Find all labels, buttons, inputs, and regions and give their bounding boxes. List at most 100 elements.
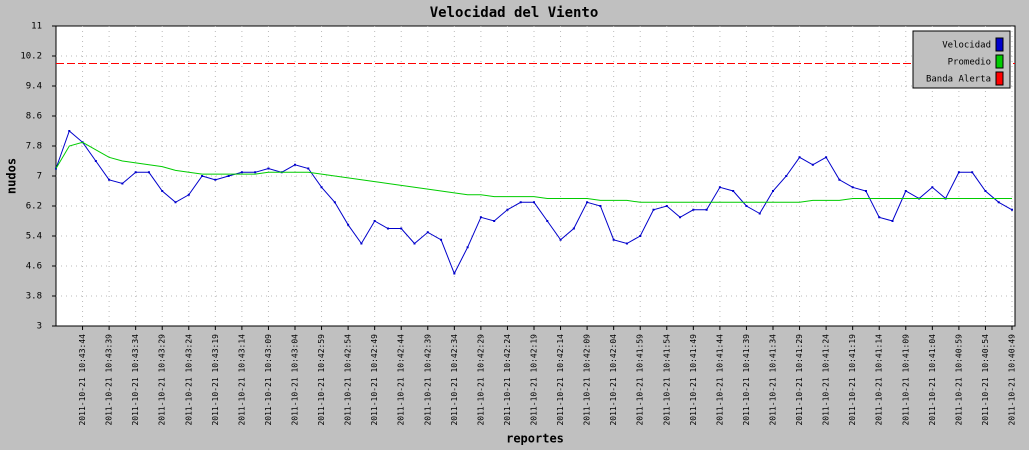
point-marker xyxy=(320,186,323,189)
point-marker xyxy=(466,246,469,249)
x-tick-label: 2011-10-21 10:43:44 xyxy=(78,334,87,426)
point-marker xyxy=(785,175,788,177)
point-marker xyxy=(493,220,496,222)
point-marker xyxy=(174,201,177,204)
point-marker xyxy=(692,208,695,211)
legend-box xyxy=(912,30,1011,89)
point-marker xyxy=(360,242,363,245)
x-tick-label: 2011-10-21 10:42:34 xyxy=(450,334,459,426)
y-tick-label: 7 xyxy=(37,172,42,182)
point-marker xyxy=(68,130,71,132)
point-marker xyxy=(904,190,907,192)
point-marker xyxy=(878,216,881,219)
point-marker xyxy=(147,171,150,174)
point-marker xyxy=(386,227,389,230)
point-marker xyxy=(572,227,575,230)
x-tick-label: 2011-10-21 10:42:29 xyxy=(476,334,485,426)
y-axis-label: nudos xyxy=(5,158,19,194)
point-marker xyxy=(506,208,509,211)
point-marker xyxy=(864,190,867,192)
point-marker xyxy=(957,171,960,174)
point-marker xyxy=(347,223,350,226)
x-tick-label: 2011-10-21 10:41:14 xyxy=(875,334,884,426)
point-marker xyxy=(227,175,230,177)
y-tick-label: 3.8 xyxy=(26,292,42,302)
y-tick-label: 4.6 xyxy=(26,262,42,272)
x-tick-label: 2011-10-21 10:42:24 xyxy=(503,334,512,426)
point-marker xyxy=(479,216,482,219)
point-marker xyxy=(201,175,204,177)
legend-swatch xyxy=(995,37,1004,52)
point-marker xyxy=(426,231,429,234)
legend-swatch xyxy=(995,71,1004,86)
x-tick-label: 2011-10-21 10:40:54 xyxy=(981,334,990,426)
x-tick-label: 2011-10-21 10:42:59 xyxy=(317,334,326,426)
point-marker xyxy=(652,208,655,211)
point-marker xyxy=(108,178,111,181)
x-tick-label: 2011-10-21 10:41:09 xyxy=(901,334,910,426)
point-marker xyxy=(625,242,628,245)
point-marker xyxy=(1011,208,1013,211)
y-tick-label: 10.2 xyxy=(20,52,42,62)
point-marker xyxy=(851,186,854,189)
x-tick-label: 2011-10-21 10:41:54 xyxy=(662,334,671,426)
x-tick-label: 2011-10-21 10:41:59 xyxy=(636,334,645,426)
x-axis-label: reportes xyxy=(506,432,564,446)
point-marker xyxy=(811,163,814,166)
x-tick-label: 2011-10-21 10:42:09 xyxy=(583,334,592,426)
y-tick-label: 8.6 xyxy=(26,112,42,122)
point-marker xyxy=(745,205,748,207)
point-marker xyxy=(533,201,535,204)
legend-swatch xyxy=(995,54,1004,69)
chart-title: Velocidad del Viento xyxy=(430,5,599,21)
point-marker xyxy=(440,238,443,241)
point-marker xyxy=(134,171,137,174)
point-marker xyxy=(679,216,682,219)
point-marker xyxy=(798,156,801,159)
point-marker xyxy=(825,156,828,159)
point-marker xyxy=(187,193,190,196)
x-tick-label: 2011-10-21 10:41:49 xyxy=(689,334,698,426)
point-marker xyxy=(732,190,735,192)
point-marker xyxy=(400,227,403,230)
point-marker xyxy=(612,238,615,241)
point-marker xyxy=(665,205,668,207)
x-tick-label: 2011-10-21 10:43:39 xyxy=(105,334,114,426)
series-line xyxy=(55,141,1012,203)
point-marker xyxy=(971,171,974,174)
point-marker xyxy=(519,201,522,204)
point-marker xyxy=(599,205,602,207)
point-marker xyxy=(254,171,257,174)
point-marker xyxy=(453,272,456,275)
legend-label: Velocidad xyxy=(942,41,991,51)
x-tick-label: 2011-10-21 10:43:14 xyxy=(237,334,246,426)
x-tick-label: 2011-10-21 10:40:59 xyxy=(954,334,963,426)
x-tick-label: 2011-10-21 10:42:39 xyxy=(423,334,432,426)
point-marker xyxy=(838,178,841,181)
point-marker xyxy=(772,190,774,192)
x-tick-label: 2011-10-21 10:42:14 xyxy=(556,334,565,426)
x-tick-label: 2011-10-21 10:43:04 xyxy=(291,334,300,426)
point-marker xyxy=(94,160,97,162)
x-tick-label: 2011-10-21 10:41:19 xyxy=(848,334,857,426)
point-marker xyxy=(333,201,336,204)
point-marker xyxy=(997,201,1000,204)
point-marker xyxy=(240,171,243,174)
point-marker xyxy=(758,212,761,215)
point-marker xyxy=(307,167,310,170)
x-tick-label: 2011-10-21 10:43:19 xyxy=(211,334,220,426)
x-tick-label: 2011-10-21 10:43:09 xyxy=(264,334,273,426)
x-tick-label: 2011-10-21 10:43:24 xyxy=(184,334,193,426)
point-marker xyxy=(161,190,164,192)
point-marker xyxy=(639,235,642,237)
point-marker xyxy=(891,220,894,222)
point-marker xyxy=(586,201,589,204)
x-tick-label: 2011-10-21 10:41:04 xyxy=(928,334,937,426)
point-marker xyxy=(413,242,416,245)
y-tick-label: 7.8 xyxy=(26,142,42,152)
point-marker xyxy=(718,186,721,189)
x-tick-label: 2011-10-21 10:40:49 xyxy=(1008,334,1017,426)
x-tick-label: 2011-10-21 10:42:44 xyxy=(397,334,406,426)
